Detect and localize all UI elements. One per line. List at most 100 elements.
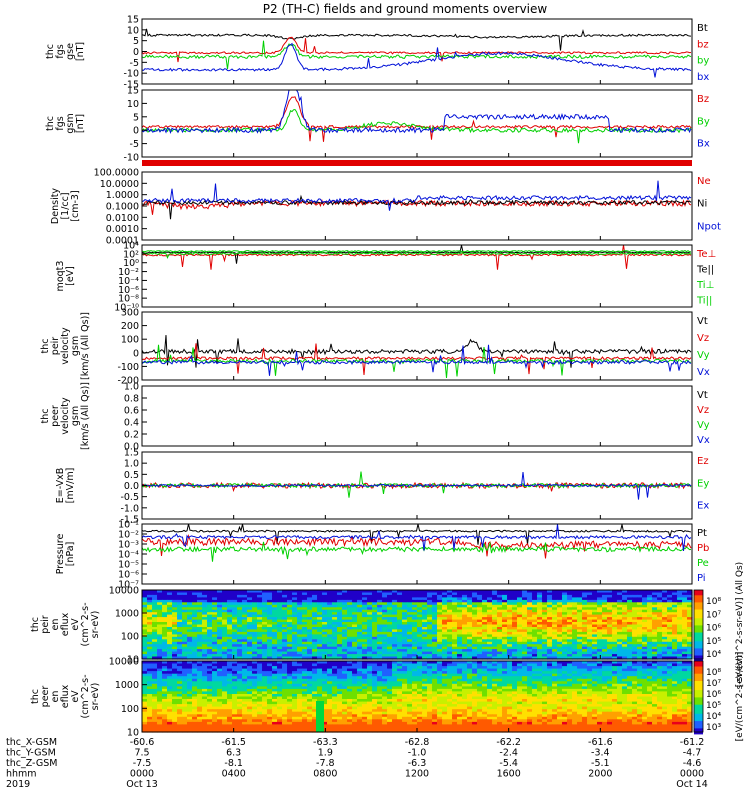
spectrogram-cell (397, 688, 403, 692)
spectrogram-cell (582, 624, 588, 628)
spectrogram-cell (532, 644, 538, 648)
spectrogram-cell (567, 607, 573, 611)
spectrogram-cell (687, 656, 693, 660)
spectrogram-cell (592, 594, 598, 598)
spectrogram-cell (182, 666, 188, 670)
spectrogram-cell (177, 644, 183, 648)
spectrogram-cell (382, 678, 388, 682)
spectrogram-cell (272, 627, 278, 631)
spectrogram-cell (337, 639, 343, 643)
spectrogram-cell (197, 614, 203, 618)
spectrogram-cell (312, 622, 318, 626)
spectrogram-cell (472, 607, 478, 611)
spectrogram-cell (477, 622, 483, 626)
spectrogram-cell (487, 607, 493, 611)
spectrogram-cell (247, 663, 253, 667)
spectrogram-cell (277, 661, 283, 665)
spectrogram-cell (407, 627, 413, 631)
spectrogram-cell (247, 671, 253, 675)
spectrogram-cell (437, 676, 443, 680)
spectrogram-cell (367, 686, 373, 690)
y-axis-label: [mV/m] (65, 468, 76, 504)
spectrogram-cell (687, 597, 693, 601)
spectrogram-cell (402, 602, 408, 606)
y-axis-label: [nT] (75, 42, 86, 61)
spectrogram-cell (452, 688, 458, 692)
spectrogram-cell (607, 654, 613, 658)
spectrogram-cell (257, 694, 263, 698)
spectrogram-cell (657, 683, 663, 687)
spectrogram-cell (577, 686, 583, 690)
spectrogram-cell (312, 619, 318, 623)
spectrogram-cell (282, 678, 288, 682)
spectrogram-cell (577, 676, 583, 680)
spectrogram-cell (282, 629, 288, 633)
spectrogram-cell (287, 691, 293, 695)
spectrogram-cell (437, 617, 443, 621)
spectrogram-cell (247, 686, 253, 690)
spectrogram-cell (337, 614, 343, 618)
spectrogram-cell (287, 617, 293, 621)
spectrogram-cell (237, 654, 243, 658)
spectrogram-cell (402, 639, 408, 643)
spectrogram-cell (652, 609, 658, 613)
spectrogram-cell (377, 617, 383, 621)
spectrogram-cell (642, 686, 648, 690)
spectrogram-cell (412, 607, 418, 611)
spectrogram-cell (457, 654, 463, 658)
spectrogram-cell (572, 691, 578, 695)
spectrogram-cell (157, 681, 163, 685)
spectrogram-cell (407, 671, 413, 675)
spectrogram-cell (607, 634, 613, 638)
spectrogram-cell (507, 666, 513, 670)
spectrogram-cell (482, 649, 488, 653)
spectrogram-cell (582, 656, 588, 660)
spectrogram-cell (482, 607, 488, 611)
spectrogram-cell (487, 634, 493, 638)
spectrogram-cell (147, 661, 153, 665)
spectrogram-cell (587, 694, 593, 698)
spectrogram-cell (402, 666, 408, 670)
spectrogram-cell (647, 694, 653, 698)
spectrogram-cell (237, 624, 243, 628)
spectrogram-cell (327, 649, 333, 653)
colorbar-cell (694, 653, 703, 656)
spectrogram-cell (447, 646, 453, 650)
spectrogram-cell (627, 641, 633, 645)
spectrogram-cell (337, 597, 343, 601)
spectrogram-cell (587, 663, 593, 667)
spectrogram-cell (657, 646, 663, 650)
spectrogram-cell (657, 612, 663, 616)
spectrogram-cell (202, 678, 208, 682)
spectrogram-cell (412, 629, 418, 633)
spectrogram-cell (407, 673, 413, 677)
spectrogram-cell (477, 602, 483, 606)
legend-entry: Vz (697, 333, 709, 344)
spectrogram-cell (597, 676, 603, 680)
spectrogram-cell (252, 681, 258, 685)
spectrogram-cell (142, 668, 148, 672)
spectrogram-cell (397, 636, 403, 640)
spectrogram-cell (367, 590, 373, 594)
spectrogram-cell (282, 631, 288, 635)
spectrogram-cell (497, 663, 503, 667)
spectrogram-cell (492, 694, 498, 698)
spectrogram-cell (462, 673, 468, 677)
spectrogram-cell (477, 617, 483, 621)
spectrogram-cell (257, 607, 263, 611)
spectrogram-cell (477, 636, 483, 640)
spectrogram-cell (627, 634, 633, 638)
spectrogram-cell (237, 639, 243, 643)
spectrogram-cell (172, 597, 178, 601)
spectrogram-cell (592, 694, 598, 698)
spectrogram-cell (677, 604, 683, 608)
spectrogram-cell (667, 641, 673, 645)
spectrogram-cell (677, 686, 683, 690)
spectrogram-cell (492, 641, 498, 645)
spectrogram-cell (267, 631, 273, 635)
spectrogram-cell (302, 646, 308, 650)
legend-entry: Ez (697, 456, 709, 467)
spectrogram-cell (572, 654, 578, 658)
spectrogram-cell (492, 627, 498, 631)
spectrogram-cell (327, 614, 333, 618)
